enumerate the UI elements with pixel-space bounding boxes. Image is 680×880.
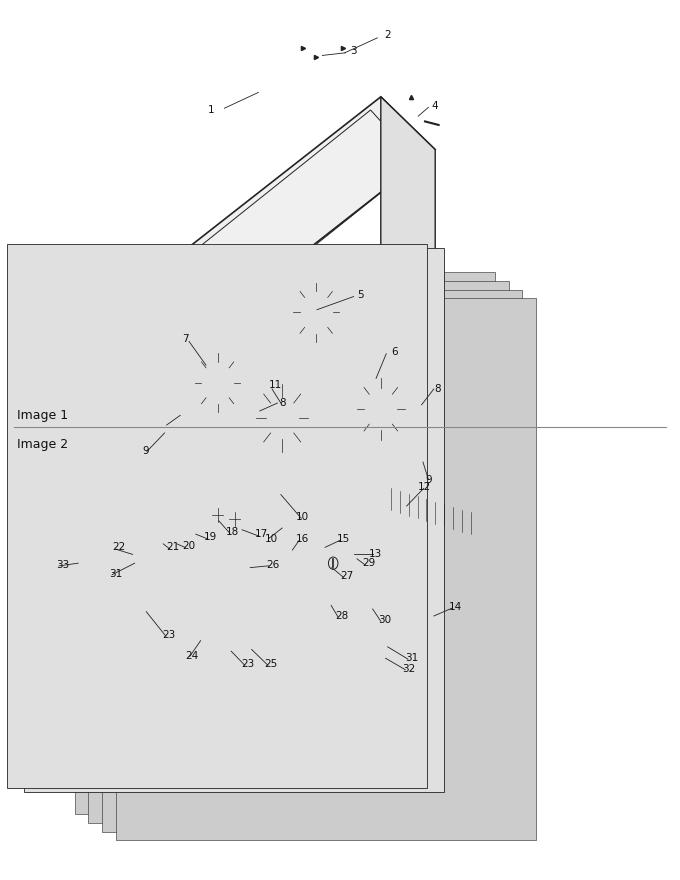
Text: 33: 33 xyxy=(56,560,69,570)
Polygon shape xyxy=(160,546,258,616)
Text: 20: 20 xyxy=(182,540,195,551)
Text: 29: 29 xyxy=(362,558,375,568)
FancyBboxPatch shape xyxy=(24,248,444,792)
Text: 8: 8 xyxy=(279,398,286,408)
Text: Image 2: Image 2 xyxy=(17,438,68,451)
Text: 5: 5 xyxy=(357,290,364,300)
Text: 23: 23 xyxy=(162,630,175,641)
Text: Image 1: Image 1 xyxy=(17,409,68,422)
Circle shape xyxy=(225,617,244,642)
Polygon shape xyxy=(357,524,371,625)
Text: 26: 26 xyxy=(267,560,279,570)
Text: 9: 9 xyxy=(143,445,150,456)
Polygon shape xyxy=(99,515,323,651)
Text: 23: 23 xyxy=(241,659,254,670)
Text: 10: 10 xyxy=(296,512,309,523)
Text: 18: 18 xyxy=(226,526,239,537)
Text: 14: 14 xyxy=(449,602,462,612)
Polygon shape xyxy=(122,97,435,352)
Text: 4: 4 xyxy=(432,100,439,111)
Text: 3: 3 xyxy=(350,46,357,56)
Text: 22: 22 xyxy=(112,542,125,553)
Text: 2: 2 xyxy=(384,30,391,40)
Text: 7: 7 xyxy=(182,334,189,344)
Text: 28: 28 xyxy=(335,611,348,621)
Text: 27: 27 xyxy=(340,571,353,582)
Text: 13: 13 xyxy=(369,548,382,559)
Text: 21: 21 xyxy=(167,542,180,553)
Polygon shape xyxy=(289,528,462,642)
Polygon shape xyxy=(133,493,146,598)
Polygon shape xyxy=(255,515,364,620)
Text: 15: 15 xyxy=(337,533,350,544)
Polygon shape xyxy=(384,480,490,581)
Circle shape xyxy=(123,542,142,567)
Polygon shape xyxy=(340,408,442,485)
Text: 11: 11 xyxy=(269,380,282,391)
Circle shape xyxy=(129,549,137,560)
Text: 31: 31 xyxy=(405,653,418,664)
Text: 10: 10 xyxy=(265,533,278,544)
Text: 8: 8 xyxy=(434,384,441,394)
Polygon shape xyxy=(381,97,435,299)
FancyBboxPatch shape xyxy=(102,290,522,832)
FancyBboxPatch shape xyxy=(88,281,509,823)
Text: 31: 31 xyxy=(109,568,122,579)
Text: 30: 30 xyxy=(378,615,391,626)
Text: 24: 24 xyxy=(186,650,199,661)
Text: 25: 25 xyxy=(264,659,277,670)
Text: 17: 17 xyxy=(254,529,267,539)
Polygon shape xyxy=(143,400,258,480)
Circle shape xyxy=(215,612,234,637)
Text: 19: 19 xyxy=(203,532,216,542)
Text: 32: 32 xyxy=(403,664,415,674)
Text: 1: 1 xyxy=(207,105,214,115)
Text: 16: 16 xyxy=(296,533,309,544)
Text: 9: 9 xyxy=(425,474,432,485)
Polygon shape xyxy=(20,541,105,651)
FancyBboxPatch shape xyxy=(7,244,427,788)
FancyBboxPatch shape xyxy=(116,298,536,840)
Text: 6: 6 xyxy=(391,347,398,357)
Polygon shape xyxy=(232,488,346,560)
FancyBboxPatch shape xyxy=(75,272,495,814)
Text: 12: 12 xyxy=(418,481,431,492)
Circle shape xyxy=(231,624,239,634)
Polygon shape xyxy=(122,255,381,396)
Circle shape xyxy=(220,620,228,630)
